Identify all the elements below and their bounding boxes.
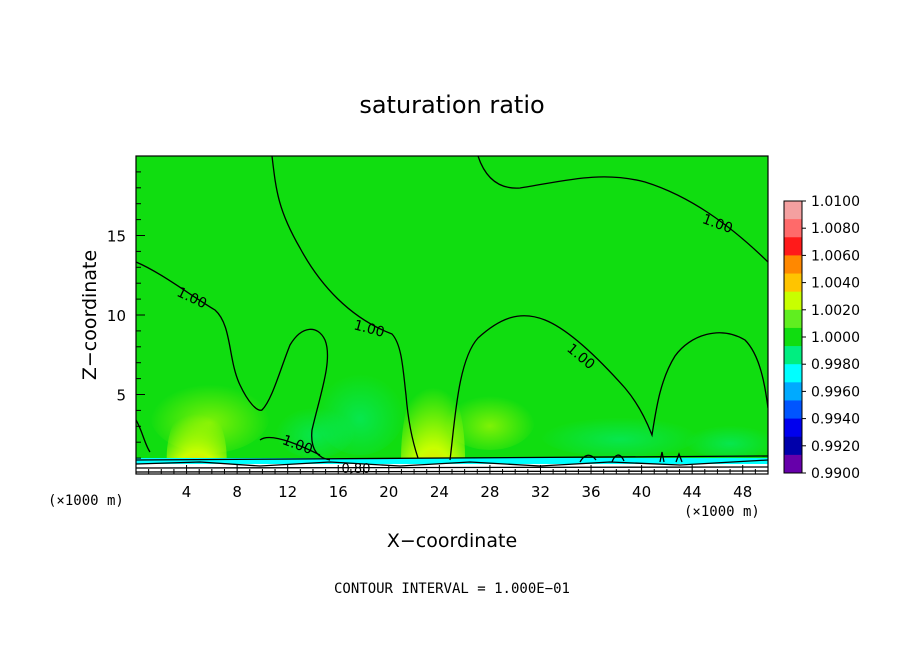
colorbar-swatch: [784, 418, 802, 438]
hotspot: [401, 370, 466, 474]
colorbar-swatch: [784, 436, 802, 456]
colorbar-label: 1.0040: [811, 276, 860, 292]
contour-line: [136, 261, 331, 461]
colorbar-swatch: [784, 400, 802, 420]
x-tick-label: 32: [531, 483, 550, 501]
x-tick-label: 16: [329, 483, 348, 501]
x-tick-label: 48: [733, 483, 752, 501]
x-axis-label: X−coordinate: [387, 530, 517, 552]
colorbar-label: 1.0100: [811, 194, 860, 210]
x-unit-right: (×1000 m): [684, 504, 760, 520]
colorbar-label: 1.0020: [811, 303, 860, 319]
colorbar-label: 1.0080: [811, 221, 860, 237]
shading-cyan: [540, 413, 700, 457]
contour-line: [259, 436, 321, 456]
y-tick-label: 15: [107, 228, 126, 246]
x-unit-left: (×1000 m): [48, 493, 124, 509]
colorbar-label: 0.9900: [811, 466, 860, 482]
contour-line: [136, 466, 768, 469]
colorbar-swatch: [784, 273, 802, 293]
contour-interval-note: CONTOUR INTERVAL = 1.000E−01: [334, 581, 570, 597]
colorbar-label: 0.9980: [811, 357, 860, 373]
x-tick-label: 28: [480, 483, 499, 501]
x-tick-label: 20: [379, 483, 398, 501]
contour-line: [136, 419, 151, 453]
contour-line: [449, 315, 768, 461]
colorbar-swatch: [784, 364, 802, 383]
x-axis: 4 8 12 16 20 24 28 32 36 40 44 48: [148, 465, 756, 501]
colorbar-swatch: [784, 201, 802, 220]
contour-label: 0.80: [342, 462, 371, 477]
contour-line: [477, 156, 768, 263]
colorbar-label: 1.0000: [811, 330, 860, 346]
contour-label: 1.00: [352, 317, 386, 341]
colorbar-swatch: [784, 219, 802, 238]
colorbar-swatch: [784, 327, 802, 347]
shading-cyan: [685, 422, 768, 458]
x-tick-label: 44: [683, 483, 702, 501]
colorbar-swatch: [784, 309, 802, 329]
y-axis-label: Z−coordinate: [79, 250, 101, 380]
shading-yellow: [445, 390, 535, 450]
colorbar-swatch: [784, 255, 802, 275]
colorbar-swatch: [784, 346, 802, 365]
colorbar-swatch: [784, 237, 802, 256]
plot-area: 1.00 1.00 1.00 1.00 1.00 0.80: [136, 156, 768, 477]
contour-line: [579, 451, 683, 463]
colorbar-swatch: [784, 291, 802, 311]
y-tick-label: 10: [107, 307, 126, 325]
y-axis: 5 10 15: [107, 171, 145, 459]
x-tick-label: 36: [581, 483, 600, 501]
x-tick-label: 8: [232, 483, 242, 501]
hotspot: [166, 403, 227, 474]
x-tick-label: 24: [430, 483, 449, 501]
chart-title: saturation ratio: [359, 91, 544, 119]
colorbar-label: 0.9960: [811, 384, 860, 400]
colorbar-label: 1.0060: [811, 248, 860, 264]
x-tick-label: 4: [182, 483, 192, 501]
surface-band: [136, 458, 768, 464]
x-tick-label: 40: [632, 483, 651, 501]
colorbar-label: 0.9920: [811, 439, 860, 455]
colorbar: 1.0100 1.0080 1.0060 1.0040 1.0020 1.0000 0.99…: [783, 194, 860, 482]
y-tick-label: 5: [116, 387, 126, 405]
colorbar-label: 0.9940: [811, 412, 860, 428]
colorbar-swatch: [784, 382, 802, 401]
contour-line: [136, 459, 768, 467]
x-tick-label: 12: [278, 483, 297, 501]
contour-line: [271, 156, 419, 459]
colorbar-swatch: [784, 454, 802, 474]
